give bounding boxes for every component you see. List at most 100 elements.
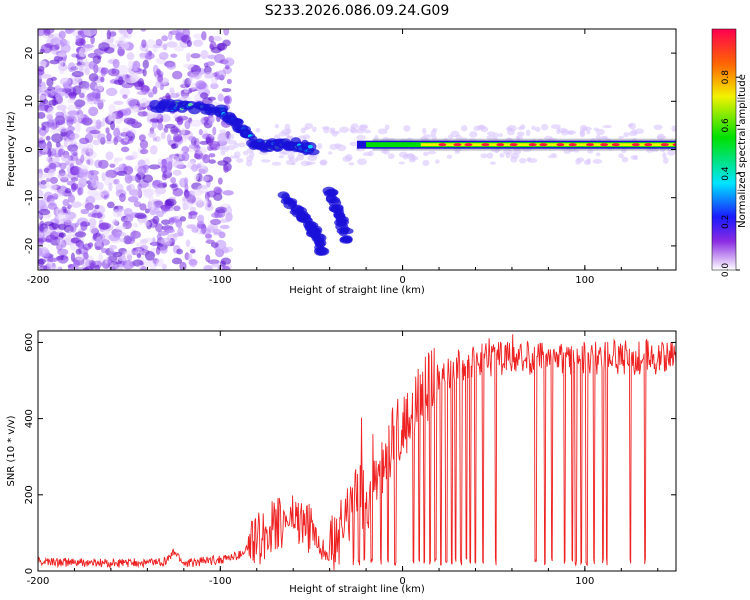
noise-blob (198, 147, 207, 154)
chart-title: S233.2026.086.09.24.G09 (265, 3, 450, 19)
noise-blob (43, 99, 49, 105)
noise-blob (49, 176, 59, 184)
noise-blob (319, 160, 327, 166)
noise-blob (233, 142, 239, 149)
noise-blob (287, 153, 295, 160)
noise-blob (100, 247, 108, 254)
noise-blob (56, 104, 67, 111)
noise-blob (446, 154, 453, 159)
noise-blob (161, 263, 167, 270)
noise-blob (94, 204, 100, 210)
noise-blob (671, 125, 676, 132)
noise-blob (160, 204, 171, 212)
noise-blob (127, 175, 139, 181)
noise-blob (398, 161, 405, 165)
noise-blob (100, 67, 107, 77)
noise-blob (541, 123, 549, 131)
noise-blob (307, 154, 318, 162)
noise-blob (126, 52, 135, 61)
noise-blob (43, 265, 48, 270)
noise-blob (432, 127, 438, 133)
noise-blob (595, 152, 601, 157)
noise-blob (54, 87, 66, 97)
noise-blob (46, 113, 53, 121)
noise-blob (133, 65, 139, 72)
noise-blob (196, 214, 205, 224)
noise-blob (408, 158, 416, 163)
noise-blob (402, 153, 408, 160)
noise-blob (618, 153, 624, 159)
noise-blob (107, 59, 115, 64)
noise-blob (217, 93, 224, 102)
noise-blob (155, 246, 161, 255)
noise-blob (162, 79, 167, 84)
noise-blob (108, 104, 117, 115)
noise-blob (79, 65, 84, 73)
noise-blob (95, 98, 106, 104)
noise-blob (166, 62, 177, 70)
noise-blob (81, 87, 87, 94)
noise-blob (175, 29, 182, 34)
trace-blob (315, 246, 328, 256)
noise-blob (87, 52, 99, 59)
colorbar-tick-label: 0.0 (721, 263, 731, 278)
heatmap-y-tick-label: -20 (24, 238, 35, 254)
noise-blob (122, 94, 128, 99)
heatmap-y-tick-label: -10 (24, 190, 35, 206)
heatmap-x-tick-label: -200 (27, 275, 50, 286)
noise-blob (205, 254, 211, 263)
noise-blob (169, 183, 178, 188)
noise-blob (188, 144, 197, 149)
noise-blob (348, 162, 355, 166)
colorbar-label: Normalized spectral amplitude (737, 74, 748, 228)
colorbar-tick-label: 0.4 (721, 166, 731, 181)
noise-blob (88, 73, 99, 82)
noise-blob (527, 158, 538, 163)
noise-blob (633, 154, 639, 161)
noise-blob (222, 57, 235, 67)
noise-blob (89, 262, 96, 270)
noise-blob (165, 198, 177, 207)
noise-blob (117, 76, 124, 86)
noise-blob (83, 29, 96, 37)
noise-blob (100, 233, 106, 243)
noise-blob (212, 36, 222, 42)
noise-blob (152, 86, 158, 95)
trace-blob (343, 235, 353, 244)
heatmap-y-tick-label: 20 (24, 47, 35, 60)
noise-blob (71, 70, 84, 78)
colorbar-axis: 0.0 0.2 0.4 0.6 0.8 (721, 70, 740, 277)
noise-blob (90, 35, 95, 45)
noise-blob (157, 122, 164, 131)
noise-blob (63, 255, 68, 264)
noise-blob (190, 71, 203, 80)
noise-blob (80, 208, 90, 215)
noise-blob (120, 41, 130, 50)
noise-blob (49, 128, 60, 134)
noise-blob (67, 98, 76, 104)
noise-blob (49, 183, 57, 191)
carrier-peak (509, 143, 518, 147)
noise-blob (242, 150, 249, 156)
noise-blob (80, 221, 88, 231)
noise-blob (161, 158, 167, 168)
noise-blob (203, 264, 213, 270)
noise-blob (208, 159, 216, 164)
noise-blob (188, 211, 198, 216)
noise-blob (435, 159, 440, 164)
noise-blob (162, 182, 167, 188)
noise-blob (114, 136, 123, 143)
noise-blob (202, 154, 211, 164)
noise-blob (92, 88, 101, 99)
noise-blob (61, 217, 74, 223)
noise-blob (141, 39, 147, 48)
noise-blob (43, 221, 54, 227)
noise-blob (525, 129, 531, 137)
noise-blob (190, 164, 199, 172)
noise-blob (55, 111, 65, 118)
noise-blob (215, 206, 228, 214)
noise-blob (105, 169, 118, 179)
noise-blob (142, 110, 147, 117)
noise-blob (204, 71, 215, 79)
